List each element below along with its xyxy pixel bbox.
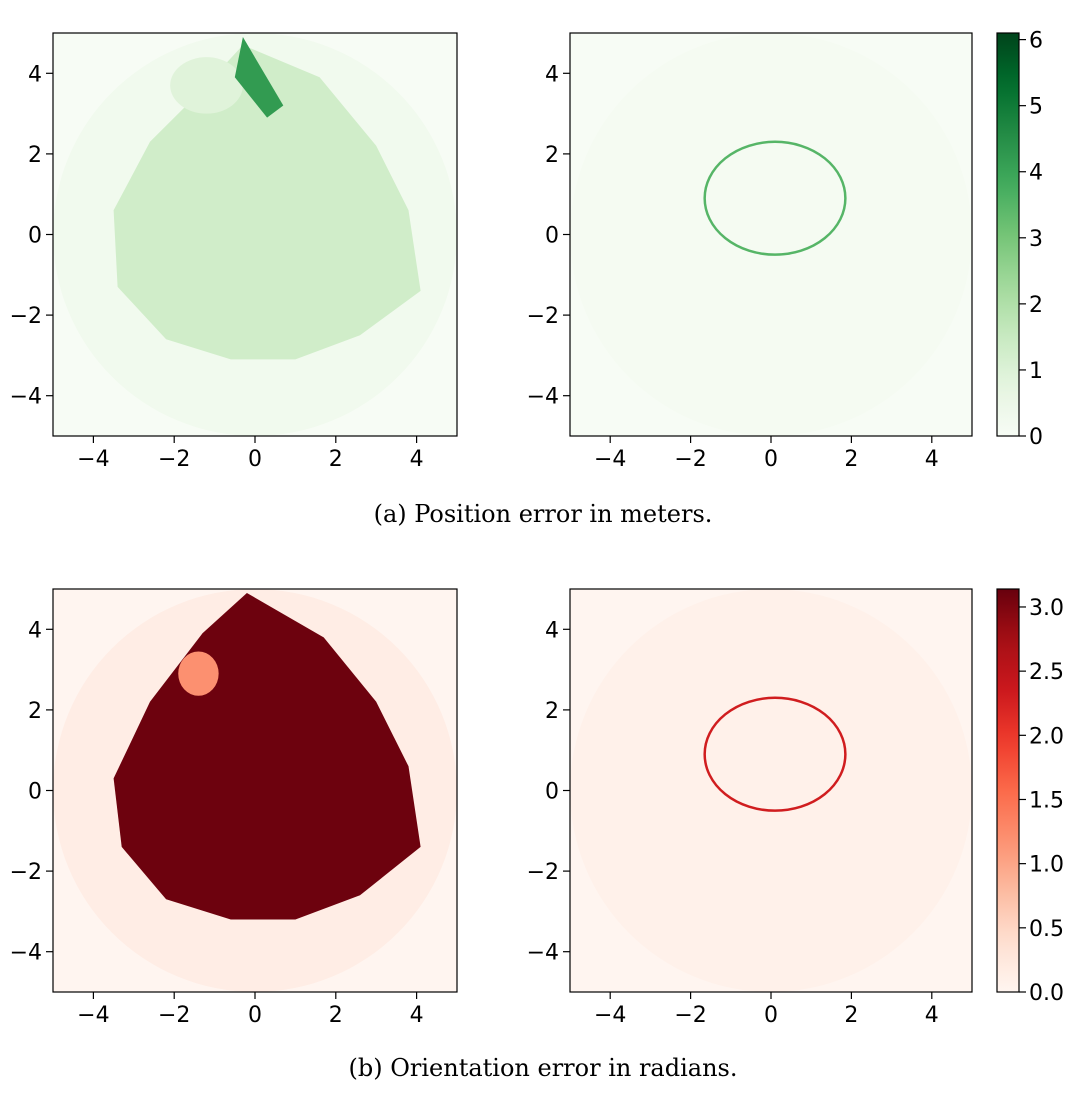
colorbar-tick-label: 0.5 [1029,917,1064,942]
x-tick-label: 2 [329,1003,343,1028]
x-tick-label: 2 [329,447,343,472]
x-tick-label: 4 [925,447,939,472]
x-tick-label: 2 [844,1003,858,1028]
y-tick-label: 0 [545,224,559,249]
x-tick-label: 2 [844,447,858,472]
x-tick-label: 0 [764,447,778,472]
x-tick-label: −2 [674,447,706,472]
y-tick-label: 2 [545,699,559,724]
colorbar-tick-label: 1.5 [1029,788,1064,813]
x-tick-label: 0 [248,447,262,472]
colorbar-tick-label: 6 [1029,29,1043,54]
x-tick-label: −2 [158,447,190,472]
y-tick-label: −4 [10,941,42,966]
caption-a: (a) Position error in meters. [373,500,713,528]
colorbar-tick-label: 2.5 [1029,660,1064,685]
y-tick-label: 2 [28,143,42,168]
colorbar-tick-label: 1.0 [1029,853,1064,878]
colorbar-b-colorbar: 0.0 0.5 1.0 1.5 2.0 2.5 3.0 [996,588,1064,1006]
error-ring [703,140,847,256]
colorbar-tick-label: 3.0 [1029,596,1064,621]
y-tick-label: −4 [527,941,559,966]
y-tick-label: −2 [527,304,559,329]
colorbar-tick-label: 3 [1029,227,1043,252]
heatmap-a-right: −4 −2 0 2 4 −4 −2 0 2 4 [527,32,973,472]
y-tick-label: 0 [545,780,559,805]
x-tick-label: 0 [764,1003,778,1028]
y-tick-label: 4 [545,62,559,87]
colorbar-gradient [996,588,1020,993]
caption-b: (b) Orientation error in radians. [348,1054,738,1082]
y-tick-label: −4 [10,385,42,410]
y-tick-label: 4 [28,62,42,87]
y-tick-label: 4 [545,618,559,643]
colorbar-tick-label: 5 [1029,95,1043,120]
colorbar-tick-label: 0 [1029,425,1043,450]
colorbar-tick-label: 0.0 [1029,981,1064,1006]
heatmap-b-left: −4 −2 0 2 4 −4 −2 0 2 4 [10,588,458,1028]
colorbar-a-colorbar: 0 1 2 3 4 5 6 [996,29,1043,450]
x-tick-label: 4 [410,1003,424,1028]
error-region-2 [170,57,243,114]
x-tick-label: −4 [594,447,626,472]
y-tick-label: −2 [10,304,42,329]
y-tick-label: −2 [10,860,42,885]
colorbar-tick-label: 4 [1029,161,1043,186]
x-tick-label: −4 [77,1003,109,1028]
colorbar-tick-label: 2.0 [1029,724,1064,749]
heatmap-a-left: −4 −2 0 2 4 −4 −2 0 2 4 [10,32,458,472]
x-tick-label: −2 [158,1003,190,1028]
error-region-3 [234,37,284,118]
y-tick-label: 4 [28,618,42,643]
x-tick-label: −4 [77,447,109,472]
x-tick-label: −2 [674,1003,706,1028]
y-tick-label: 0 [28,224,42,249]
domain-disk [570,589,972,992]
y-tick-label: −2 [527,860,559,885]
error-region-1 [113,45,421,360]
y-tick-label: 0 [28,780,42,805]
y-tick-label: 2 [28,699,42,724]
y-tick-label: −4 [527,385,559,410]
error-region-2 [178,651,219,696]
domain-disk [570,33,972,436]
x-tick-label: 4 [410,447,424,472]
heatmap-b-right: −4 −2 0 2 4 −4 −2 0 2 4 [527,588,973,1028]
x-tick-label: 4 [925,1003,939,1028]
x-tick-label: −4 [594,1003,626,1028]
colorbar-tick-label: 2 [1029,293,1043,318]
y-tick-label: 2 [545,143,559,168]
colorbar-tick-label: 1 [1029,359,1043,384]
x-tick-label: 0 [248,1003,262,1028]
error-ring [703,696,847,812]
colorbar-gradient [996,32,1020,437]
